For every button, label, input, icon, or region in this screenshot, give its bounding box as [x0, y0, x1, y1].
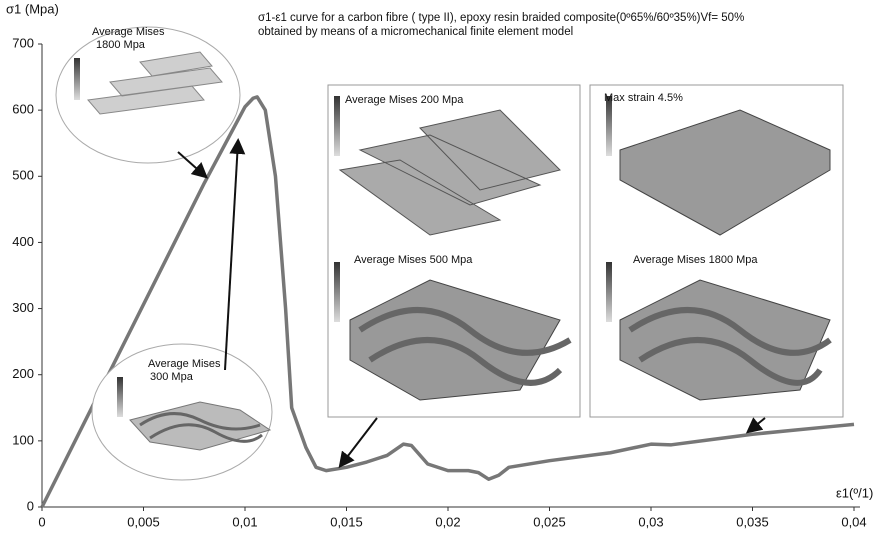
- color-scale: [334, 96, 340, 156]
- inset-model: [628, 307, 832, 386]
- y-tick-label: 600: [12, 102, 34, 117]
- annotation: Max strain 4.5%: [604, 92, 683, 104]
- x-tick-label: 0,03: [638, 514, 663, 529]
- inset-model: [139, 412, 263, 443]
- y-tick-label: 0: [27, 498, 34, 513]
- arrow: [338, 417, 378, 469]
- annotation: 300 Mpa: [150, 371, 194, 383]
- inset-model: [619, 109, 831, 236]
- y-tick-label: 400: [12, 234, 34, 249]
- color-scale: [606, 96, 612, 156]
- y-tick-label: 100: [12, 432, 34, 447]
- annotation: 1800 Mpa: [96, 39, 146, 51]
- insets: [55, 26, 844, 481]
- annotation: Average Mises 200 Mpa: [345, 94, 464, 106]
- color-scale: [74, 58, 80, 100]
- inset-model: [338, 109, 561, 236]
- arrows: [177, 138, 766, 469]
- annotation: Average Mises: [148, 358, 221, 370]
- x-axis-label: ε1(º/1): [836, 485, 873, 500]
- color-scale: [334, 262, 340, 322]
- annotation: Average Mises 1800 Mpa: [633, 254, 758, 266]
- annotation: Average Mises 500 Mpa: [354, 254, 473, 266]
- x-tick-label: 0,025: [533, 514, 566, 529]
- arrow: [177, 151, 208, 179]
- inset-model: [358, 307, 572, 386]
- x-tick-label: 0: [38, 514, 45, 529]
- plot-area: 0 100 200 300 400 500 600 700 0 0,005 0,01 0,015 0,0…: [12, 35, 866, 529]
- arrow: [745, 417, 766, 434]
- x-tick-label: 0,01: [232, 514, 257, 529]
- x-tick-label: 0,035: [736, 514, 769, 529]
- x-tick-label: 0,005: [127, 514, 160, 529]
- y-axis-label: σ1 (Mpa): [6, 1, 59, 16]
- curve: [40, 95, 855, 508]
- chart-title: σ1-ε1 curve for a carbon fibre ( type II…: [258, 12, 744, 24]
- y-tick-label: 700: [12, 35, 34, 50]
- y-tick-label: 300: [12, 300, 34, 315]
- color-scale: [606, 262, 612, 322]
- x-tick-label: 0,02: [435, 514, 460, 529]
- x-tick-label: 0,015: [330, 514, 363, 529]
- arrow: [224, 138, 246, 371]
- color-scale: [117, 377, 123, 417]
- annotation: Average Mises: [92, 26, 165, 38]
- y-tick-label: 200: [12, 366, 34, 381]
- y-tick-label: 500: [12, 168, 34, 183]
- x-tick-label: 0,04: [841, 514, 866, 529]
- inset-model: [87, 51, 223, 115]
- chart-subtitle: obtained by means of a micromechanical f…: [258, 26, 573, 38]
